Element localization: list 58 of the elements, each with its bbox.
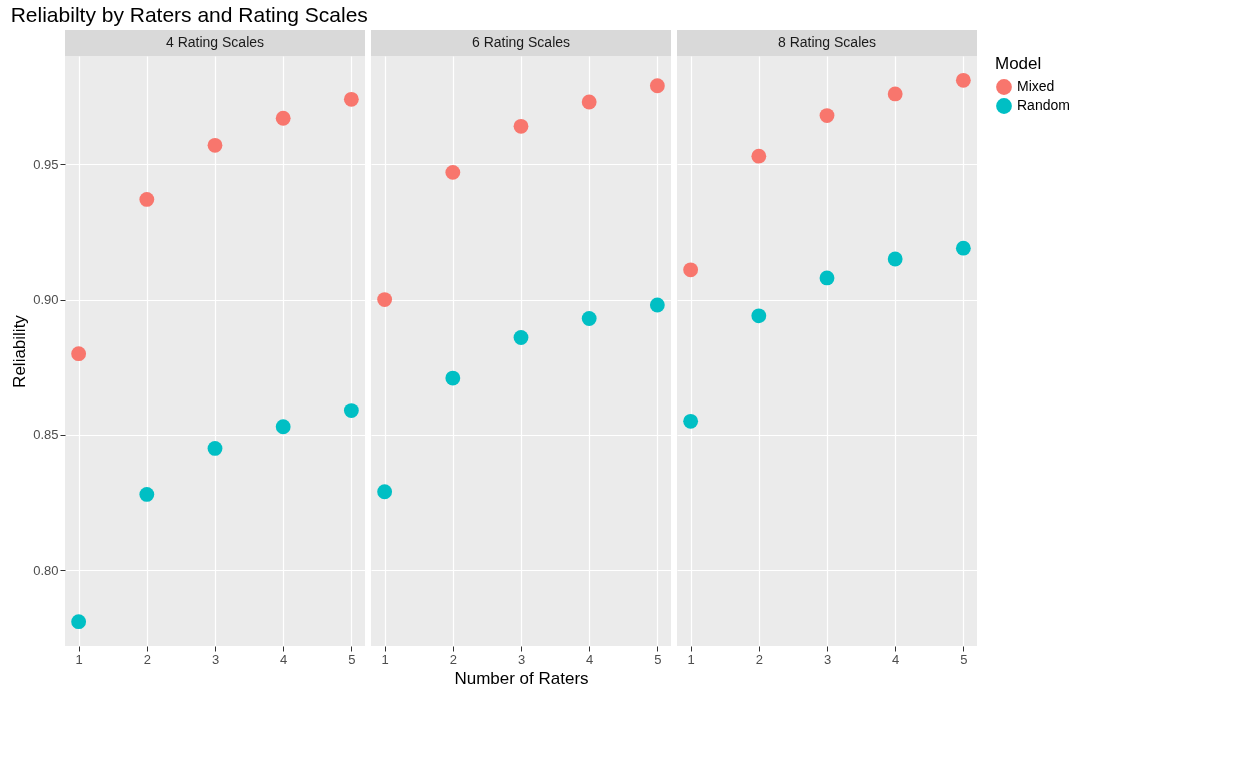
x-tick-label: 4 <box>892 651 900 667</box>
point <box>649 78 665 94</box>
point <box>377 292 393 307</box>
point <box>445 370 461 386</box>
point <box>751 148 767 164</box>
point <box>445 164 461 180</box>
chart-title: Reliabilty by Raters and Rating Scales <box>10 3 368 26</box>
chart-subtitle: 6 Rating Scales <box>471 34 571 50</box>
x-tick-label: 5 <box>654 651 662 667</box>
point <box>513 118 529 134</box>
point <box>683 262 699 278</box>
point <box>819 270 835 286</box>
x-tick-label: 5 <box>960 651 968 667</box>
point <box>887 86 903 102</box>
point <box>683 413 699 429</box>
x-tick-label: 1 <box>75 651 83 667</box>
point <box>819 108 835 123</box>
y-tick-label: 0.80 <box>33 562 59 578</box>
point <box>207 137 223 153</box>
point <box>207 441 223 456</box>
x-tick-label: 2 <box>449 651 457 667</box>
legend-label: Mixed <box>1017 78 1055 94</box>
point <box>887 251 903 267</box>
chart-subtitle: 4 Rating Scales <box>165 34 265 50</box>
point <box>343 91 359 107</box>
point <box>513 330 529 345</box>
point <box>71 346 87 362</box>
x-tick-label: 3 <box>823 651 832 667</box>
x-tick-label: 2 <box>143 651 151 667</box>
point <box>955 72 971 88</box>
point <box>275 110 291 126</box>
legend-title: Model <box>995 54 1042 73</box>
y-tick-label: 0.95 <box>33 156 59 172</box>
point <box>649 297 665 313</box>
point <box>751 308 767 324</box>
y-tick-label: 0.85 <box>33 427 59 443</box>
point <box>139 487 155 502</box>
y-axis-title: Reliability <box>10 314 30 388</box>
point <box>581 94 597 110</box>
point <box>71 614 87 630</box>
point <box>343 403 359 418</box>
x-tick-label: 3 <box>211 651 220 667</box>
chart-subtitle: 8 Rating Scales <box>777 34 877 50</box>
x-tick-label: 1 <box>381 651 389 667</box>
x-tick-label: 1 <box>687 651 695 667</box>
x-tick-label: 5 <box>348 651 356 667</box>
y-tick-label: 0.90 <box>33 292 59 308</box>
point <box>377 484 393 500</box>
point <box>955 240 971 256</box>
x-tick-label: 4 <box>586 651 594 667</box>
x-tick-label: 2 <box>755 651 763 667</box>
point <box>581 311 597 326</box>
point <box>275 419 291 435</box>
legend-label: Random <box>1017 97 1070 113</box>
point <box>139 192 155 207</box>
x-tick-label: 3 <box>517 651 526 667</box>
x-axis-title: Number of Raters <box>454 668 589 688</box>
x-tick-label: 4 <box>280 651 288 667</box>
